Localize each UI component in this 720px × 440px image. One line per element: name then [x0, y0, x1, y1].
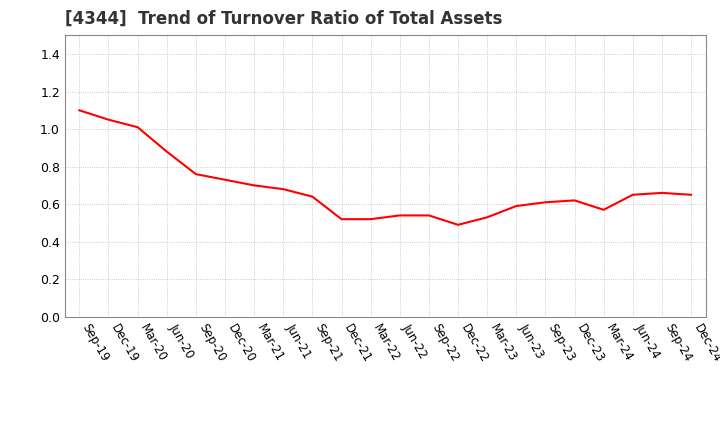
- Text: [4344]  Trend of Turnover Ratio of Total Assets: [4344] Trend of Turnover Ratio of Total …: [65, 10, 502, 28]
